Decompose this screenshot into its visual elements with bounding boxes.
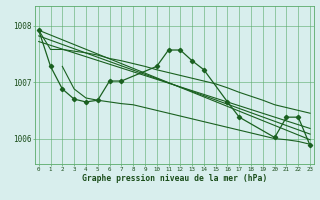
X-axis label: Graphe pression niveau de la mer (hPa): Graphe pression niveau de la mer (hPa) (82, 174, 267, 183)
